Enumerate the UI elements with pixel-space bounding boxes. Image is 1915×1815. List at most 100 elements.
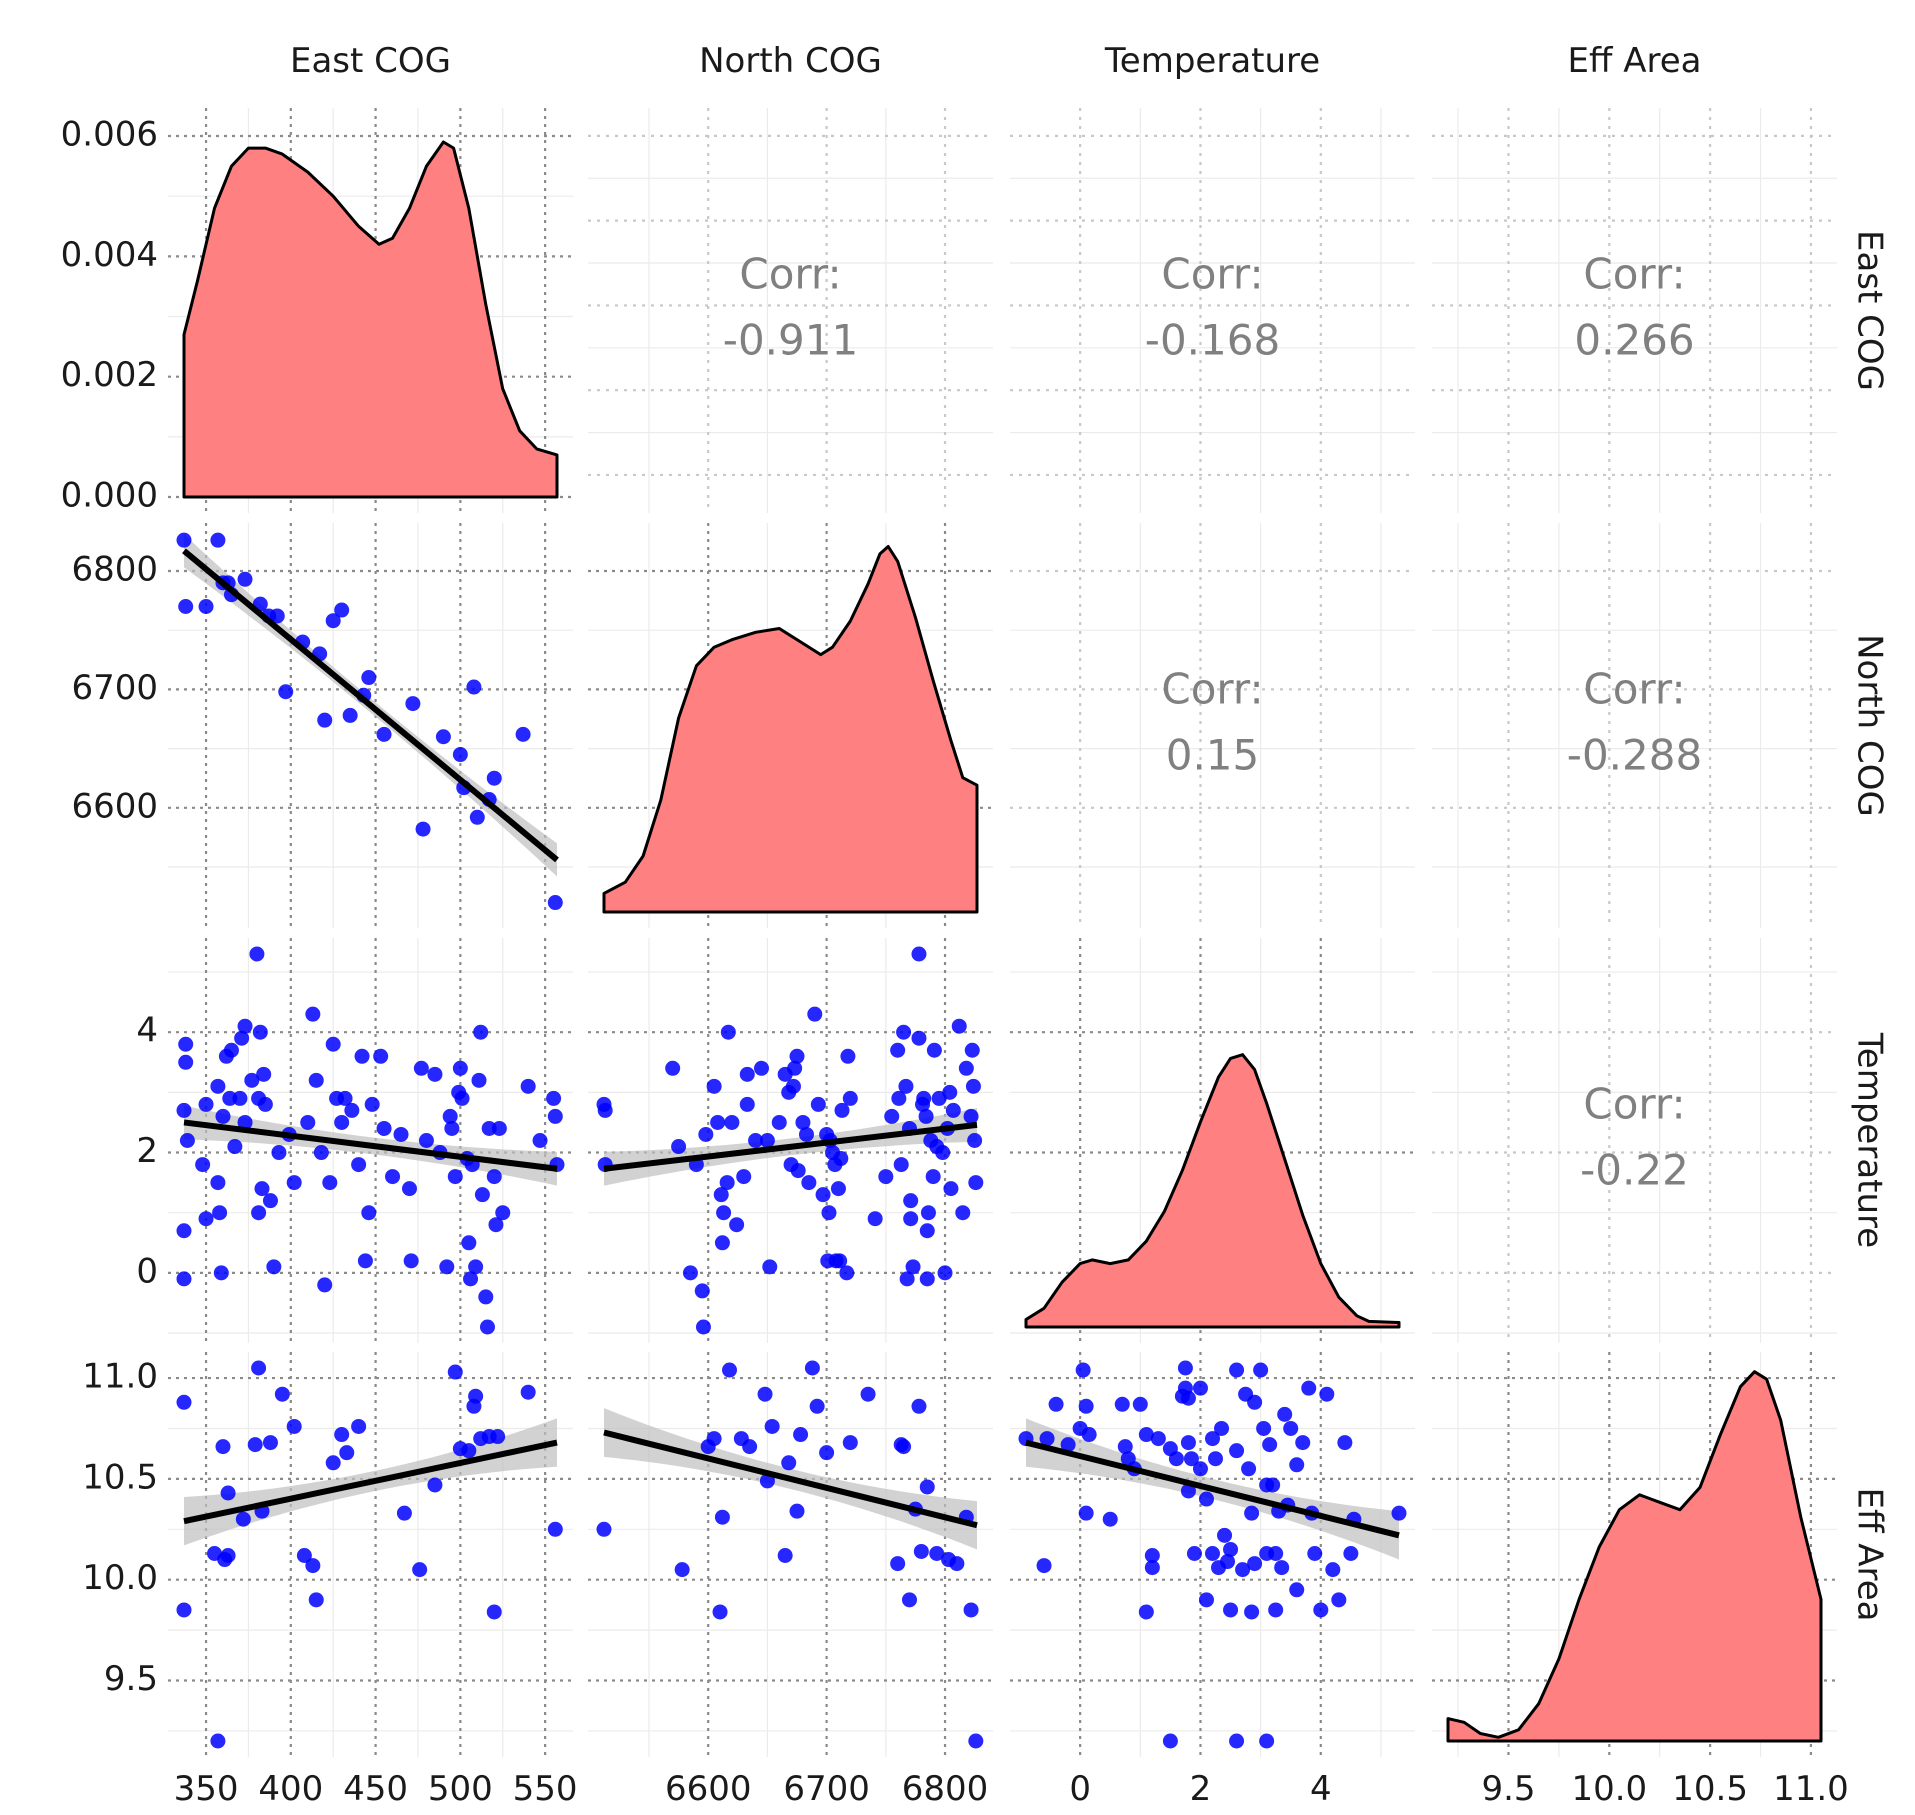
scatter-2-0-point (474, 1187, 490, 1203)
scatter-2-1-point (903, 1211, 919, 1227)
corr-label: Corr: (1583, 665, 1685, 714)
scatter-2-1-fit-line (603, 1121, 978, 1172)
scatter-2-1-point (955, 1205, 971, 1221)
scatter-3-1-point (890, 1556, 906, 1572)
scatter-2-1-point (920, 1205, 936, 1221)
scatter-2-1-point (945, 1102, 961, 1118)
scatter-3-1-point (757, 1386, 773, 1402)
scatter-2-1-point (833, 1151, 849, 1167)
scatter-3-0-fit-line (183, 1439, 558, 1525)
scatter-1-0-point (547, 895, 563, 911)
strip-top-label: East COG (290, 41, 451, 81)
scatter-2-0-point (486, 1169, 502, 1185)
scatter-3-1-point (968, 1733, 984, 1749)
scatter-2-0-point (178, 1054, 194, 1070)
scatter-2-0-point (479, 1319, 495, 1335)
scatter-2-1-point (739, 1096, 755, 1112)
strip-top-label: North COG (699, 41, 882, 81)
scatter-2-0-point (546, 1090, 562, 1106)
scatter-3-0-point (274, 1386, 290, 1402)
scatter-3-2-point (1048, 1396, 1064, 1412)
scatter-3-2-point (1289, 1457, 1305, 1473)
x-tick-label: 400 (258, 1769, 323, 1809)
scatter-3-1-point (949, 1556, 965, 1572)
strip-top-label: Temperature (1104, 41, 1320, 81)
y-tick-label: 0.006 (61, 115, 158, 155)
scatter-2-0-point (322, 1175, 338, 1191)
density-eff-area (1446, 1370, 1823, 1743)
scatter-3-2-point (1075, 1362, 1091, 1378)
scatter-1-0-point (317, 712, 333, 728)
y-tick-label: 0.002 (61, 355, 158, 395)
scatter-3-2-point (1214, 1420, 1230, 1436)
scatter-2-1-point (926, 1042, 942, 1058)
scatter-2-0-point (244, 1072, 260, 1088)
scatter-2-1-point (925, 1169, 941, 1185)
scatter-2-0-point (176, 1102, 192, 1118)
scatter-2-0-point (210, 1175, 226, 1191)
scatter-2-0-point (249, 946, 265, 962)
scatter-3-2-point (1289, 1582, 1305, 1598)
scatter-3-0-point (215, 1439, 231, 1455)
y-tick-label: 6800 (71, 549, 158, 589)
scatter-3-2-point (1183, 1451, 1199, 1467)
scatter-3-2-point (1150, 1431, 1166, 1447)
scatter-2-1-point (943, 1181, 959, 1197)
scatter-2-0-point (212, 1205, 228, 1221)
scatter-2-0-point (478, 1289, 494, 1305)
x-tick-label: 4 (1310, 1769, 1332, 1809)
scatter-3-0-point (176, 1602, 192, 1618)
scatter-2-1-point (840, 1048, 856, 1064)
x-tick-label: 2 (1190, 1769, 1212, 1809)
scatter-3-0-point (412, 1562, 428, 1578)
scatter-1-0-point (452, 747, 468, 763)
scatter-3-1-point (706, 1431, 722, 1447)
x-tick-label: 10.0 (1571, 1769, 1647, 1809)
scatter-3-1-fit-line (603, 1429, 978, 1529)
scatter-2-1-point (896, 1024, 912, 1040)
x-tick-label: 6800 (902, 1769, 989, 1809)
scatter-2-1-point (830, 1181, 846, 1197)
scatter-2-1-point (736, 1169, 752, 1185)
corr-value: -0.22 (1580, 1146, 1689, 1195)
scatter-3-2-point (1117, 1439, 1133, 1455)
scatter-3-2-point (1205, 1545, 1220, 1561)
scatter-3-2-point (1247, 1556, 1263, 1572)
scatter-2-0-point (223, 1042, 239, 1058)
scatter-3-2-point (1283, 1420, 1299, 1436)
scatter-3-0-point (396, 1505, 412, 1521)
scatter-3-2-point (1262, 1437, 1278, 1453)
scatter-2-0-point (454, 1090, 470, 1106)
strip-top-label: Eff Area (1568, 41, 1702, 81)
scatter-3-1-point (674, 1562, 690, 1578)
scatter-3-2-point (1256, 1420, 1272, 1436)
scatter-2-0-point (256, 1066, 272, 1082)
scatter-2-1-point (911, 946, 927, 962)
scatter-3-2-point (1244, 1505, 1260, 1521)
scatter-3-0-point (251, 1360, 267, 1376)
scatter-2-1-point (785, 1078, 801, 1094)
scatter-3-1-point (793, 1427, 809, 1443)
scatter-3-2-point (1235, 1562, 1251, 1578)
scatter-2-0-point (376, 1120, 392, 1136)
scatter-1-0-point (405, 696, 421, 712)
scatter-3-2-point (1162, 1733, 1178, 1749)
scatter-2-0-point (305, 1006, 321, 1022)
scatter-2-0-point (232, 1090, 248, 1106)
scatter-1-0-point (278, 684, 294, 700)
scatter-3-2-point (1180, 1435, 1196, 1451)
scatter-2-0-point (452, 1060, 468, 1076)
scatter-2-0-point (427, 1066, 443, 1082)
scatter-2-0-point (252, 1024, 268, 1040)
scatter-3-2-point (1229, 1362, 1245, 1378)
scatter-1-0-point (176, 532, 192, 548)
corr-label: Corr: (1583, 1080, 1685, 1129)
x-tick-label: 11.0 (1773, 1769, 1849, 1809)
scatter-3-1-point (789, 1503, 805, 1519)
scatter-2-1-point (671, 1139, 687, 1155)
scatter-2-0-point (364, 1096, 380, 1112)
scatter-2-0-point (488, 1217, 504, 1233)
text-layer: East COG North COG Temperature Eff Area East… (61, 41, 1890, 1809)
scatter-2-0-point (447, 1169, 463, 1185)
scatter-2-1-point (807, 1006, 823, 1022)
